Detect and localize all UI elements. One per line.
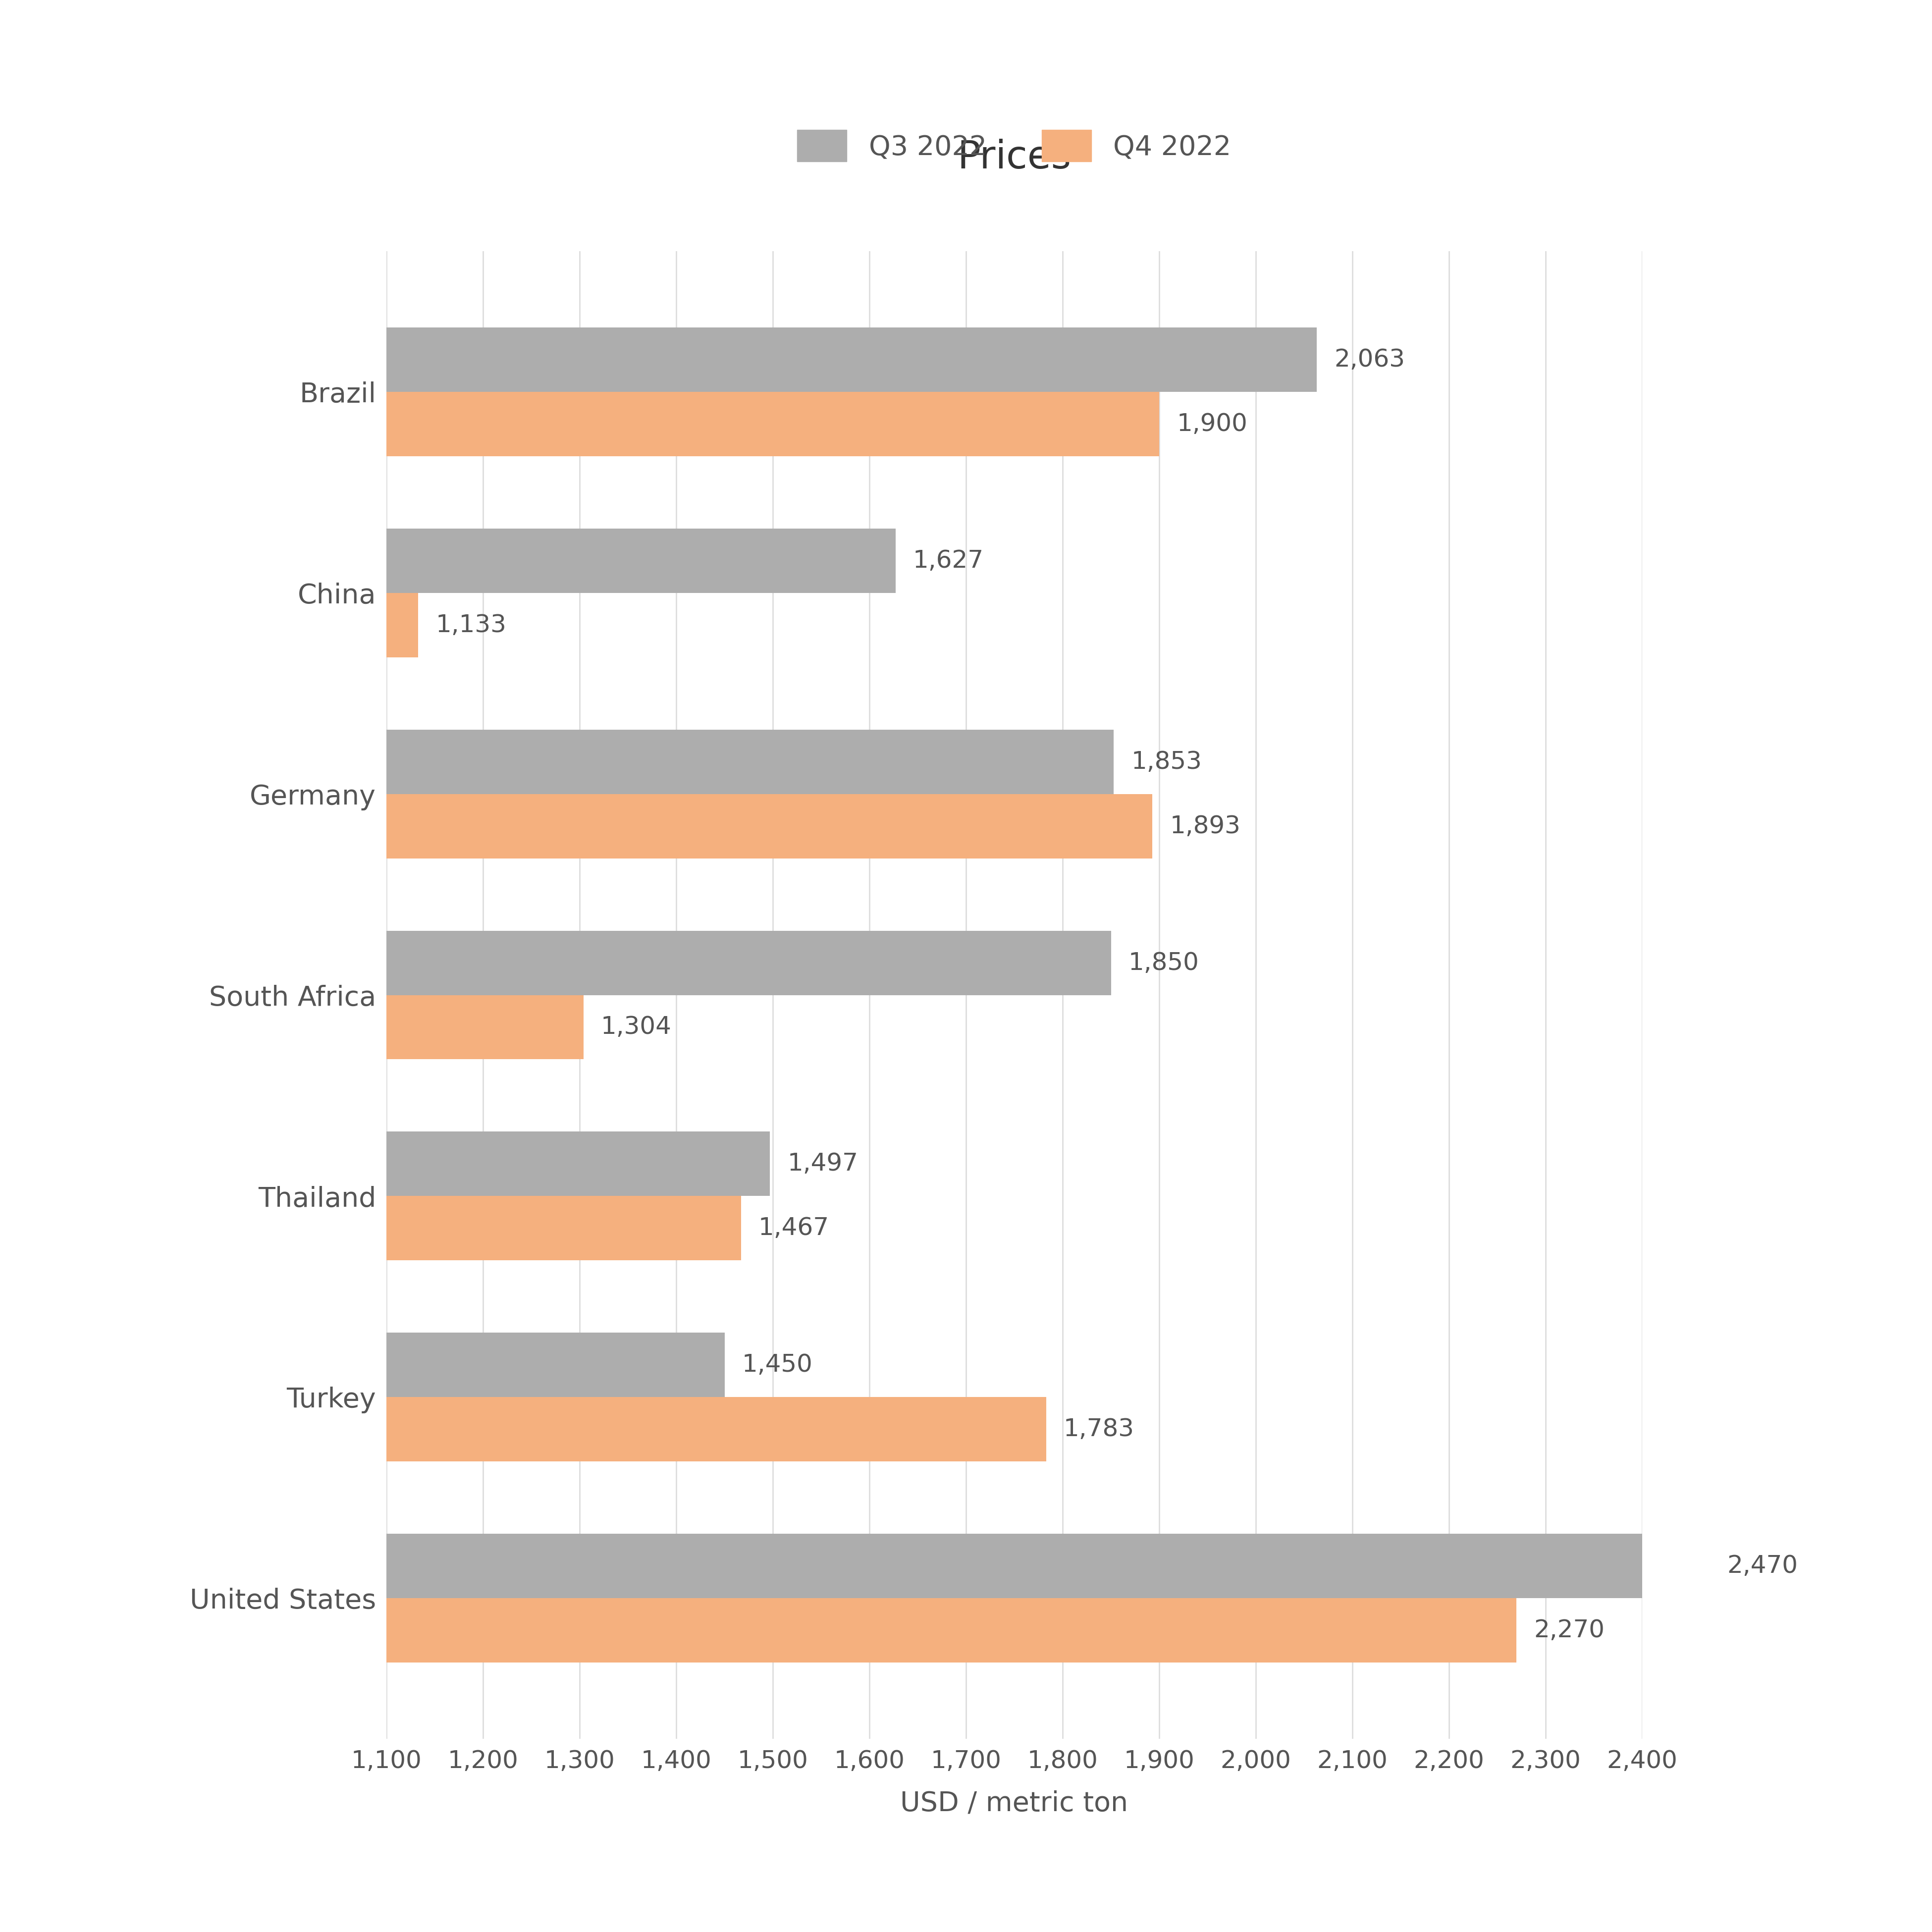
Bar bbox=[386, 730, 1113, 794]
Bar bbox=[386, 1534, 1710, 1598]
Text: 2,270: 2,270 bbox=[1534, 1619, 1605, 1642]
Bar bbox=[386, 1598, 1517, 1662]
Text: 1,133: 1,133 bbox=[437, 612, 506, 638]
Text: 1,900: 1,900 bbox=[1177, 412, 1248, 437]
Bar bbox=[386, 328, 1316, 392]
X-axis label: USD / metric ton: USD / metric ton bbox=[900, 1791, 1128, 1816]
Bar bbox=[386, 1196, 740, 1260]
Title: Prices: Prices bbox=[958, 139, 1070, 176]
Bar bbox=[386, 392, 1159, 456]
Text: 1,497: 1,497 bbox=[788, 1151, 858, 1177]
Bar bbox=[386, 995, 583, 1059]
Bar bbox=[386, 1333, 724, 1397]
Bar bbox=[386, 1132, 769, 1196]
Text: 1,853: 1,853 bbox=[1130, 750, 1202, 773]
Text: 1,893: 1,893 bbox=[1169, 813, 1240, 838]
Bar bbox=[386, 593, 417, 657]
Text: 1,850: 1,850 bbox=[1128, 951, 1200, 976]
Text: 1,450: 1,450 bbox=[742, 1352, 813, 1378]
Bar bbox=[386, 1397, 1047, 1461]
Text: 1,783: 1,783 bbox=[1063, 1418, 1134, 1441]
Text: 1,467: 1,467 bbox=[757, 1217, 829, 1240]
Text: 2,470: 2,470 bbox=[1727, 1553, 1799, 1578]
Legend: Q3 2022, Q4 2022: Q3 2022, Q4 2022 bbox=[784, 116, 1244, 176]
Text: 1,304: 1,304 bbox=[601, 1014, 672, 1039]
Bar bbox=[386, 931, 1111, 995]
Text: 1,627: 1,627 bbox=[912, 549, 983, 572]
Bar bbox=[386, 529, 895, 593]
Text: 2,063: 2,063 bbox=[1333, 348, 1405, 371]
Bar bbox=[386, 794, 1151, 858]
